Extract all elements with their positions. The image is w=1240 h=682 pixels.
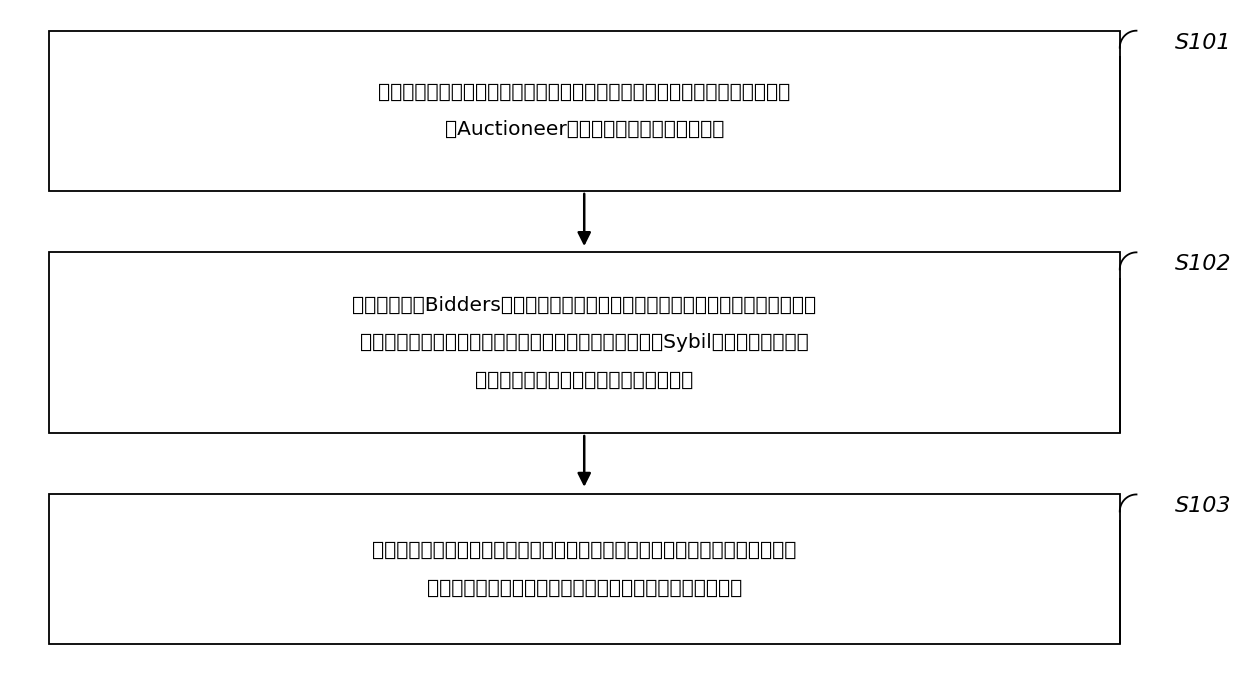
Text: （Auctioneer）放入频谱池供次级用户竞标: （Auctioneer）放入频谱池供次级用户竞标 [444, 120, 724, 139]
Text: S103: S103 [1174, 496, 1231, 516]
Text: S102: S102 [1174, 254, 1231, 274]
FancyBboxPatch shape [48, 494, 1120, 644]
Text: 建立频谱共享系统拍卖模型，主要用户将这一段时间的空闲频谱提交给拍卖师: 建立频谱共享系统拍卖模型，主要用户将这一段时间的空闲频谱提交给拍卖师 [378, 83, 790, 102]
Text: 竞标价格。拍卖师计算所有竞标人的单位报价，并筛选有Sybil攻击嫌疑的调整后: 竞标价格。拍卖师计算所有竞标人的单位报价，并筛选有Sybil攻击嫌疑的调整后 [360, 333, 808, 352]
Text: 所有竞标人（Bidders）提交信道需求（包括申请时长和数目等），将真实估值为: 所有竞标人（Bidders）提交信道需求（包括申请时长和数目等），将真实估值为 [352, 296, 816, 314]
FancyBboxPatch shape [48, 252, 1120, 433]
FancyBboxPatch shape [48, 31, 1120, 191]
Text: S101: S101 [1174, 33, 1231, 53]
Text: 计算价格；根据竞标人价格分配信道，确定最后的分配结果: 计算价格；根据竞标人价格分配信道，确定最后的分配结果 [427, 579, 742, 597]
Text: 根据干扰关系和单位报价对他们进行排序: 根据干扰关系和单位报价对他们进行排序 [475, 371, 693, 389]
Text: 设计计算价格算法和分配算法，根据排序结果依次找出所有竞标人的临界节点并: 设计计算价格算法和分配算法，根据排序结果依次找出所有竞标人的临界节点并 [372, 542, 796, 560]
